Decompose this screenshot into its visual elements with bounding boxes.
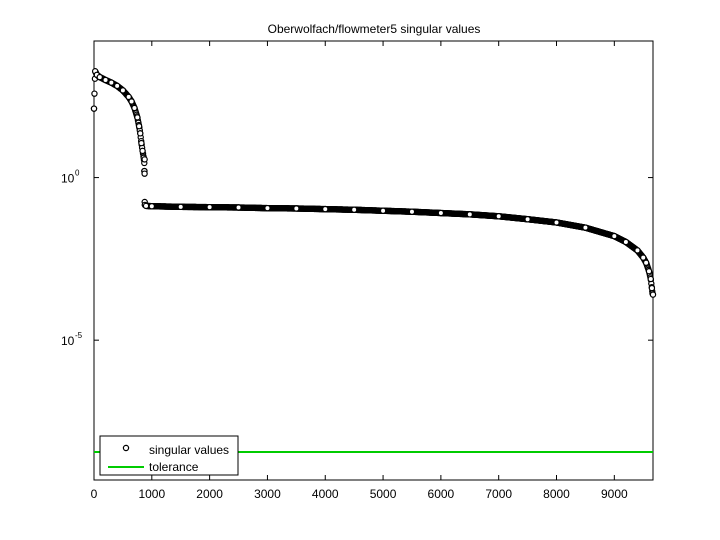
legend-singular-values-marker xyxy=(122,444,130,452)
y-axis-ticks: 10 010 -5 xyxy=(61,169,653,348)
singular-value-point xyxy=(642,259,650,266)
singular-value-point xyxy=(206,203,213,211)
singular-value-point xyxy=(113,82,121,90)
y-tick-label-base: 10 xyxy=(61,172,75,186)
singular-value-point xyxy=(408,208,416,215)
singular-value-point xyxy=(647,275,654,283)
legend: singular values tolerance xyxy=(99,435,239,476)
y-tick-label-exponent: -5 xyxy=(75,331,83,340)
singular-value-point xyxy=(649,291,657,298)
singular-value-point xyxy=(128,98,135,105)
singular-value-point xyxy=(141,156,148,163)
singular-value-point xyxy=(131,104,138,112)
singular-value-point xyxy=(634,247,641,254)
series-layer xyxy=(90,68,657,454)
x-tick-label: 7000 xyxy=(485,487,512,501)
singular-value-point xyxy=(102,76,109,84)
singular-value-point xyxy=(437,209,445,217)
singular-value-point xyxy=(90,105,98,112)
singular-value-point xyxy=(138,139,145,147)
singular-value-point xyxy=(645,268,653,275)
x-tick-label: 2000 xyxy=(196,487,223,501)
singular-value-point xyxy=(137,130,144,137)
singular-value-point xyxy=(108,79,115,86)
chart-title: Oberwolfach/flowmeter5 singular values xyxy=(268,22,481,36)
singular-value-point xyxy=(640,254,647,261)
x-tick-label: 0 xyxy=(91,487,98,501)
singular-value-point xyxy=(264,204,271,212)
legend-tolerance-label: tolerance xyxy=(149,460,199,474)
x-tick-label: 4000 xyxy=(312,487,339,501)
plot-area: 0 1000 2000 3000 4000 5000 6000 7000 8000 9000 10… xyxy=(61,40,657,501)
singular-value-point xyxy=(466,211,473,218)
singular-value-point xyxy=(139,147,146,155)
singular-value-point xyxy=(379,207,387,214)
singular-value-point xyxy=(293,205,300,212)
axes-frame xyxy=(93,40,654,481)
singular-value-point xyxy=(322,205,329,213)
x-tick-label: 9000 xyxy=(601,487,628,501)
singular-value-point xyxy=(96,73,103,81)
singular-value-point xyxy=(177,203,184,211)
x-tick-label: 8000 xyxy=(543,487,570,501)
singular-value-point xyxy=(553,219,560,226)
singular-value-point xyxy=(134,114,141,121)
singular-value-point xyxy=(91,90,98,97)
legend-box xyxy=(99,435,239,476)
singular-value-point xyxy=(495,213,502,220)
x-tick-label: 6000 xyxy=(428,487,455,501)
singular-value-point xyxy=(582,224,589,231)
singular-value-point xyxy=(611,232,618,240)
x-tick-label: 3000 xyxy=(254,487,281,501)
singular-value-point xyxy=(148,202,156,210)
singular-value-point xyxy=(622,238,630,246)
singular-value-point xyxy=(235,204,242,211)
singular-value-point xyxy=(119,87,127,94)
legend-singular-values-label: singular values xyxy=(149,443,229,457)
singular-value-point xyxy=(135,122,143,130)
x-tick-label: 1000 xyxy=(138,487,165,501)
singular-value-point xyxy=(648,284,656,292)
singular-value-point xyxy=(141,170,148,177)
singular-value-point xyxy=(125,93,132,101)
x-tick-label: 5000 xyxy=(370,487,397,501)
x-axis-ticks: 0 1000 2000 3000 4000 5000 6000 7000 8000 9000 xyxy=(91,41,628,501)
y-tick-label-base: 10 xyxy=(61,334,75,348)
singular-value-point xyxy=(524,215,531,223)
singular-value-point xyxy=(142,202,150,210)
y-tick-label-exponent: 0 xyxy=(75,169,80,178)
singular-value-point xyxy=(350,206,358,213)
